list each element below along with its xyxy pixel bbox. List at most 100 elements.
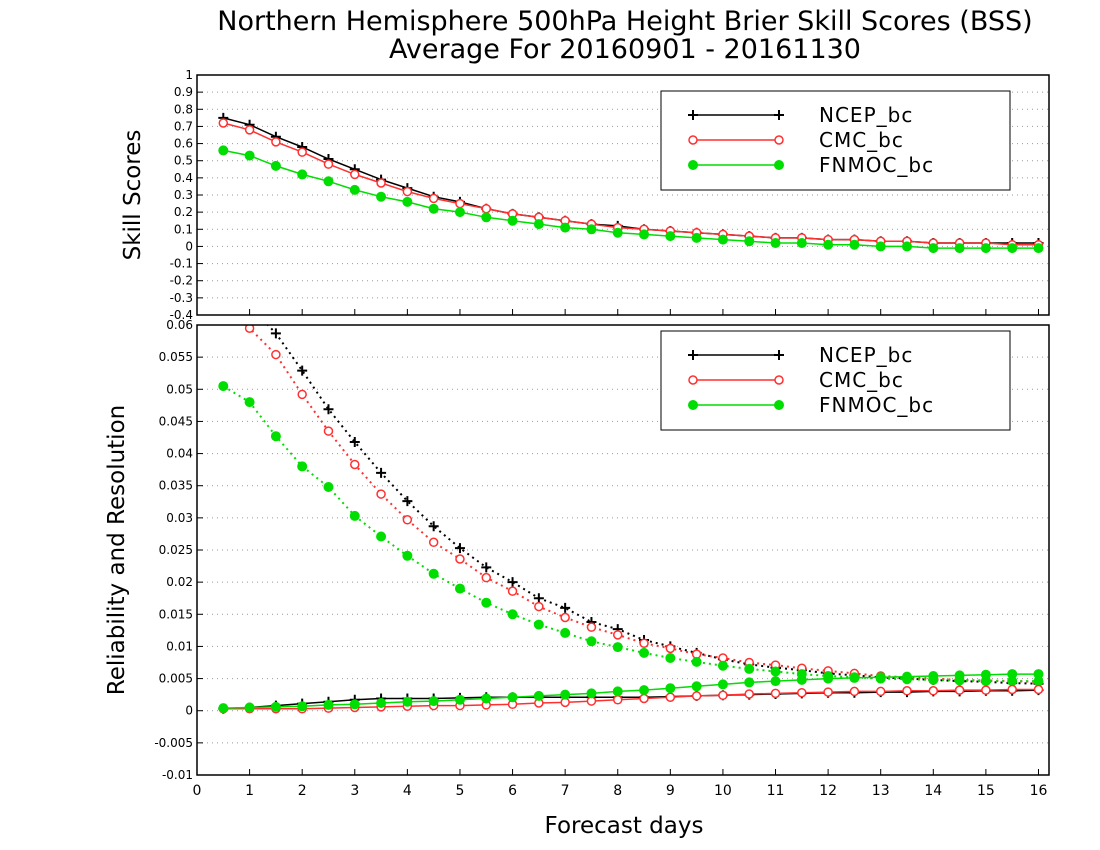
- data-point-filled-circle: [297, 461, 308, 472]
- data-point-filled-circle: [244, 150, 255, 161]
- data-point-plus: [323, 404, 334, 415]
- data-point-plus: [402, 496, 413, 507]
- data-point-filled-circle: [402, 696, 413, 707]
- data-point-filled-circle: [270, 431, 281, 442]
- y-tick-label: -0.005: [154, 736, 193, 750]
- data-point-open-circle: [954, 685, 965, 695]
- legend-label: NCEP_bc: [819, 343, 913, 367]
- data-point-open-circle: [774, 375, 784, 385]
- data-point-filled-circle: [665, 653, 676, 663]
- x-tick-label: 2: [298, 783, 307, 799]
- data-point-filled-circle: [639, 685, 650, 696]
- data-point-open-circle: [744, 689, 754, 699]
- y-tick-label: 0.7: [174, 119, 193, 133]
- data-point-open-circle: [928, 686, 939, 696]
- data-point-filled-circle: [928, 671, 939, 681]
- data-point-open-circle: [323, 159, 334, 169]
- figure-title: Northern Hemisphere 500hPa Height Brier …: [217, 6, 1032, 37]
- data-point-open-circle: [691, 691, 702, 701]
- data-point-filled-circle: [665, 683, 676, 694]
- data-point-open-circle: [823, 687, 833, 697]
- y-tick-label: 0.1: [174, 222, 193, 236]
- data-point-filled-circle: [954, 670, 965, 681]
- data-point-filled-circle: [218, 381, 229, 392]
- data-point-filled-circle: [323, 699, 334, 710]
- data-point-open-circle: [770, 688, 781, 699]
- data-point-filled-circle: [980, 243, 991, 254]
- data-point-plus: [774, 110, 784, 120]
- data-point-filled-circle: [454, 207, 465, 218]
- data-point-open-circle: [534, 601, 544, 612]
- data-point-filled-circle: [774, 160, 784, 170]
- y-tick-label: 0.3: [174, 188, 193, 202]
- data-point-filled-circle: [244, 702, 255, 713]
- data-point-open-circle: [271, 349, 281, 360]
- data-point-filled-circle: [402, 196, 413, 207]
- data-point-filled-circle: [612, 686, 623, 697]
- y-tick-label: 0.005: [159, 672, 193, 686]
- x-tick-label: 3: [350, 783, 359, 799]
- y-tick-label: -0.1: [170, 257, 193, 271]
- data-point-filled-circle: [717, 660, 728, 671]
- data-point-open-circle: [350, 459, 360, 470]
- x-tick-label: 16: [1030, 783, 1048, 799]
- data-point-plus: [376, 467, 387, 478]
- data-point-open-circle: [402, 515, 413, 525]
- data-point-filled-circle: [533, 690, 544, 701]
- data-point-filled-circle: [1007, 669, 1018, 680]
- x-axis-label: Forecast days: [545, 813, 704, 839]
- data-point-filled-circle: [349, 699, 360, 710]
- data-point-filled-circle: [691, 232, 702, 243]
- data-point-filled-circle: [376, 698, 387, 708]
- data-point-open-circle: [718, 690, 728, 701]
- y-axis-label: Reliability and Resolution: [104, 405, 130, 695]
- data-point-plus: [533, 593, 544, 604]
- y-tick-label: 0.045: [159, 414, 193, 428]
- y-tick-label: 0.025: [159, 543, 193, 557]
- data-point-filled-circle: [586, 224, 597, 235]
- x-tick-label: 11: [767, 783, 785, 799]
- y-tick-label: 1: [185, 68, 193, 82]
- data-point-filled-circle: [688, 400, 698, 410]
- x-tick-label: 13: [872, 783, 890, 799]
- data-point-open-circle: [218, 118, 229, 128]
- y-tick-label: 0: [185, 239, 193, 253]
- x-tick-label: 1: [245, 783, 254, 799]
- data-point-filled-circle: [1033, 243, 1044, 254]
- data-point-open-circle: [297, 147, 307, 157]
- x-tick-label: 14: [924, 783, 942, 799]
- data-point-filled-circle: [402, 550, 413, 561]
- data-point-filled-circle: [560, 689, 571, 700]
- data-point-filled-circle: [717, 679, 728, 690]
- data-point-filled-circle: [533, 219, 544, 230]
- data-point-open-circle: [586, 622, 597, 632]
- data-point-open-circle: [297, 389, 307, 400]
- data-point-filled-circle: [349, 510, 360, 521]
- data-point-filled-circle: [376, 531, 387, 542]
- data-point-filled-circle: [639, 647, 650, 658]
- data-point-filled-circle: [954, 243, 965, 254]
- data-point-filled-circle: [796, 238, 807, 248]
- x-tick-label: 0: [193, 783, 202, 799]
- plot-frame: [196, 324, 1050, 776]
- data-point-open-circle: [350, 169, 360, 180]
- y-tick-label: 0.9: [174, 85, 193, 99]
- x-tick-label: 6: [508, 783, 517, 799]
- data-point-filled-circle: [928, 243, 939, 254]
- data-point-open-circle: [428, 537, 439, 548]
- data-point-plus: [560, 602, 571, 613]
- data-point-open-circle: [774, 135, 784, 145]
- data-point-filled-circle: [560, 627, 571, 638]
- data-point-filled-circle: [849, 239, 860, 250]
- data-point-open-circle: [560, 612, 570, 623]
- y-tick-label: 0.05: [166, 382, 193, 396]
- x-tick-label: 15: [977, 783, 995, 799]
- y-tick-label: 0.015: [159, 607, 193, 621]
- y-tick-label: 0.035: [159, 479, 193, 493]
- data-point-open-circle: [455, 554, 465, 564]
- data-point-filled-circle: [770, 666, 781, 677]
- data-point-filled-circle: [297, 701, 308, 712]
- y-tick-label: 0.03: [166, 511, 193, 525]
